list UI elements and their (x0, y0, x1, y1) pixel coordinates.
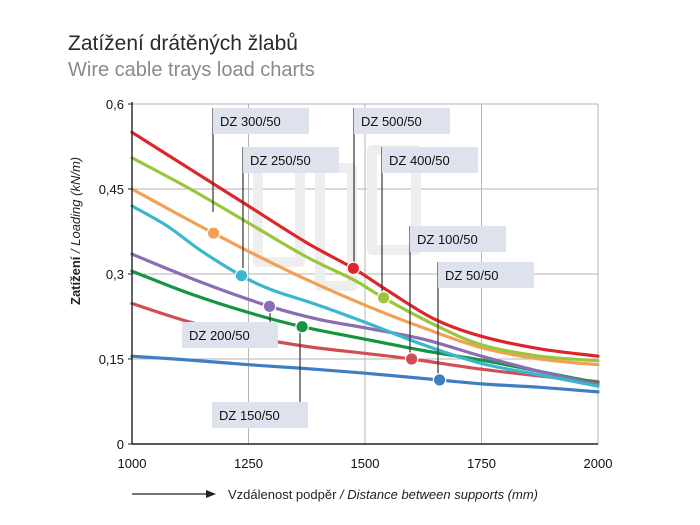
y-tick-label: 0 (117, 437, 124, 452)
series-line-dz-250-50 (130, 187, 600, 367)
callout-box-dz-100-50 (410, 226, 506, 252)
x-tick-label: 1750 (467, 456, 496, 471)
axes (131, 102, 598, 445)
x-axis-label-main: Vzdálenost podpěr (228, 487, 337, 502)
callout-label-dz-100-50: DZ 100/50 (417, 232, 478, 247)
tick-labels: 0 0,15 0,3 0,45 0,6 1000 1250 1500 1750 2000 (99, 97, 613, 471)
callout-label-dz-250-50: DZ 250/50 (250, 153, 311, 168)
x-tick-label: 1000 (118, 456, 147, 471)
x-tick-label: 1500 (351, 456, 380, 471)
callout-label-dz-400-50: DZ 400/50 (389, 153, 450, 168)
x-axis-label: Vzdálenost podpěr / Distance between sup… (228, 487, 538, 502)
callout-box-dz-50-50 (438, 262, 534, 288)
callout-box-dz-150-50 (212, 402, 308, 428)
x-axis-arrow (132, 490, 216, 498)
y-tick-label: 0,6 (106, 97, 124, 112)
series-line-dz-200-50 (130, 252, 600, 387)
y-tick-label: 0,15 (99, 352, 124, 367)
y-axis-label: Zatížení / Loading (kN/m) (68, 157, 83, 305)
y-axis-label-main: Zatížení (68, 256, 83, 305)
series-marker-dz-100-50 (404, 352, 419, 366)
series-line-dz-400-50 (130, 204, 600, 388)
callout-label-dz-300-50: DZ 300/50 (220, 114, 281, 129)
x-axis-label-secondary: / Distance between supports (mm) (336, 487, 538, 502)
x-tick-label: 2000 (584, 456, 613, 471)
series-markers (206, 226, 447, 387)
series-marker-dz-500-50 (376, 290, 391, 305)
y-tick-label: 0,3 (106, 267, 124, 282)
callout-label-dz-500-50: DZ 500/50 (361, 114, 422, 129)
chart-title: Zatížení drátěných žlabů (68, 32, 298, 55)
series-marker-dz-200-50 (262, 299, 277, 314)
callout-box-dz-300-50 (213, 108, 309, 134)
series-marker-dz-50-50 (432, 373, 447, 387)
series-marker-dz-150-50 (295, 319, 309, 334)
callout-label-dz-200-50: DZ 200/50 (189, 328, 250, 343)
series-marker-dz-300-50 (346, 261, 361, 276)
callout-box-dz-200-50 (182, 322, 278, 348)
series-line-dz-50-50 (130, 354, 600, 394)
series-marker-dz-250-50 (206, 226, 221, 240)
y-axis-label-secondary: / Loading (kN/m) (68, 157, 83, 257)
callout-label-dz-150-50: DZ 150/50 (219, 408, 280, 423)
series-marker-dz-400-50 (234, 268, 249, 283)
callout-box-dz-250-50 (243, 147, 339, 173)
callout-box-dz-500-50 (354, 108, 450, 134)
x-tick-label: 1250 (234, 456, 263, 471)
callout-box-dz-400-50 (382, 147, 478, 173)
callout-label-dz-50-50: DZ 50/50 (445, 268, 498, 283)
callouts: DZ 300/50 DZ 500/50 DZ 250/50 DZ 400/50 DZ 2… (182, 108, 534, 428)
y-tick-label: 0,45 (99, 182, 124, 197)
chart-subtitle: Wire cable trays load charts (68, 59, 315, 81)
